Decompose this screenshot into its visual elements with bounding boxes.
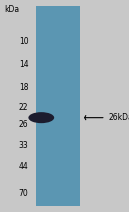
Text: 70: 70: [19, 190, 28, 198]
Ellipse shape: [28, 112, 54, 123]
Text: 10: 10: [19, 37, 28, 46]
Text: 22: 22: [19, 103, 28, 112]
Bar: [36, 6, 80, 206]
Text: kDa: kDa: [4, 5, 19, 14]
Text: 44: 44: [19, 162, 28, 171]
Text: 33: 33: [19, 141, 28, 150]
Text: 26kDa: 26kDa: [108, 113, 129, 122]
Text: 26: 26: [19, 120, 28, 128]
Text: 14: 14: [19, 60, 28, 69]
Text: 18: 18: [19, 84, 28, 92]
